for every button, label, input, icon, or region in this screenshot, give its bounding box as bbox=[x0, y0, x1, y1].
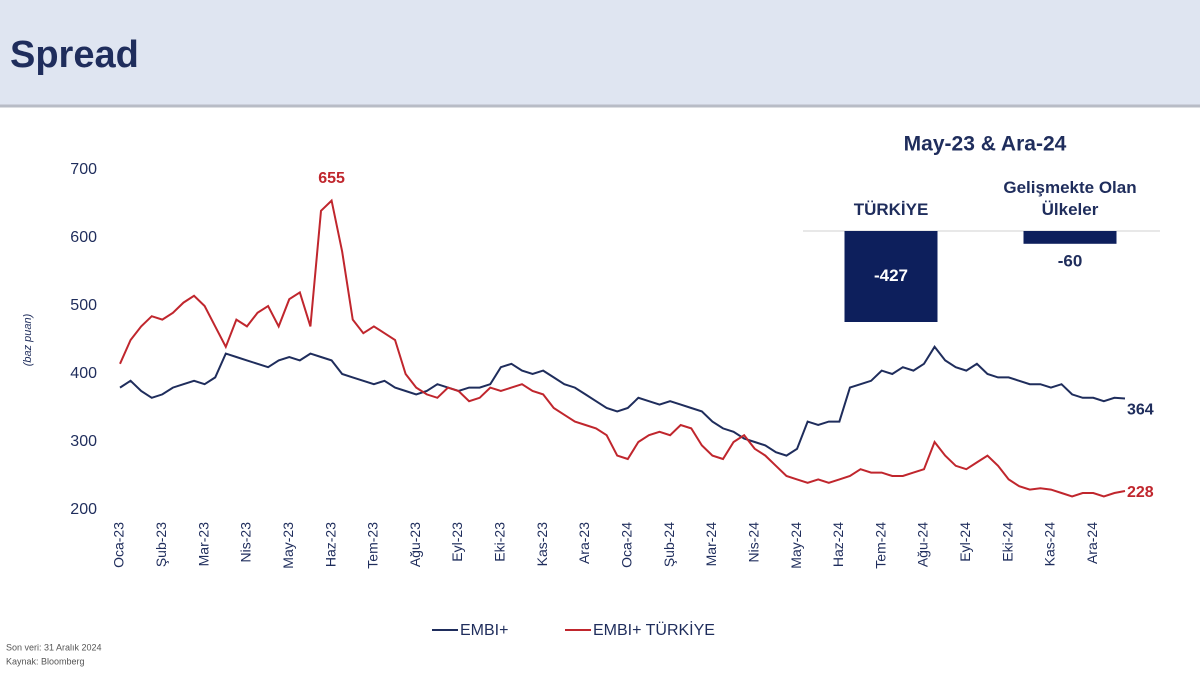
footnote: Son veri: 31 Aralık 2024 bbox=[6, 642, 102, 652]
x-tick-label: Mar-24 bbox=[703, 522, 719, 567]
header-band bbox=[0, 0, 1200, 105]
bar-value-label: -60 bbox=[1058, 251, 1083, 270]
footnote: Kaynak: Bloomberg bbox=[6, 656, 85, 666]
x-tick-label: Ara-24 bbox=[1084, 522, 1100, 564]
x-tick-label: Şub-24 bbox=[661, 522, 677, 567]
bar bbox=[1023, 231, 1117, 244]
x-tick-label: Eyl-23 bbox=[449, 522, 465, 562]
x-tick-label: Ağu-24 bbox=[915, 522, 931, 567]
inset-title: May-23 & Ara-24 bbox=[904, 133, 1067, 156]
bar-value-label: -427 bbox=[874, 266, 908, 285]
y-tick-label: 600 bbox=[70, 229, 97, 246]
y-tick-label: 200 bbox=[70, 501, 97, 518]
series-line bbox=[119, 198, 1126, 498]
y-axis-label: (baz puan) bbox=[22, 313, 34, 366]
data-label: 228 bbox=[1127, 484, 1154, 501]
y-tick-label: 700 bbox=[70, 161, 97, 178]
x-tick-label: Kas-23 bbox=[534, 522, 550, 567]
data-label: 364 bbox=[1127, 402, 1154, 419]
x-tick-label: Şub-23 bbox=[153, 522, 169, 567]
x-tick-label: Ağu-23 bbox=[407, 522, 423, 567]
y-tick-label: 500 bbox=[70, 297, 97, 314]
x-tick-label: Tem-23 bbox=[365, 522, 381, 569]
x-tick-label: May-23 bbox=[280, 522, 296, 569]
x-tick-label: Tem-24 bbox=[872, 522, 888, 569]
legend-label: EMBI+ bbox=[460, 622, 508, 639]
bar-category-label: TÜRKİYE bbox=[853, 200, 929, 219]
x-tick-label: Eyl-24 bbox=[957, 522, 973, 562]
bar-category-label: Gelişmekte Olan Ülkeler bbox=[1003, 178, 1137, 219]
slide-title: Spread bbox=[10, 34, 139, 76]
x-tick-label: Mar-23 bbox=[195, 522, 211, 567]
x-tick-label: Oca-23 bbox=[111, 522, 127, 568]
x-tick-label: Ara-23 bbox=[576, 522, 592, 564]
x-tick-label: Eki-23 bbox=[492, 522, 508, 562]
x-tick-label: Eki-24 bbox=[999, 522, 1015, 562]
x-tick-label: Nis-24 bbox=[745, 522, 761, 563]
data-label: 655 bbox=[318, 170, 345, 187]
x-tick-label: May-24 bbox=[788, 522, 804, 569]
x-tick-label: Nis-23 bbox=[238, 522, 254, 563]
x-tick-label: Kas-24 bbox=[1042, 522, 1058, 567]
x-tick-label: Haz-23 bbox=[322, 522, 338, 567]
series-line bbox=[119, 345, 1126, 457]
y-tick-label: 400 bbox=[70, 365, 97, 382]
x-tick-label: Haz-24 bbox=[830, 522, 846, 567]
x-tick-label: Oca-24 bbox=[618, 522, 634, 568]
bar bbox=[844, 231, 938, 322]
y-tick-label: 300 bbox=[70, 433, 97, 450]
legend-label: EMBI+ TÜRKİYE bbox=[593, 620, 715, 639]
